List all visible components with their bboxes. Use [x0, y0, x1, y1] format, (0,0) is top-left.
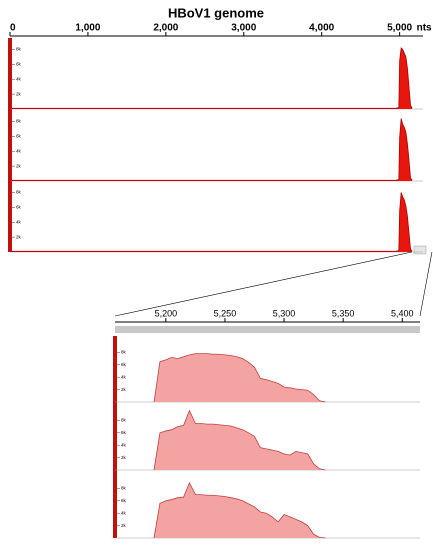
- y-tick-label: 6k: [16, 134, 22, 139]
- zoom-marker: [413, 245, 427, 255]
- x-tick-label: 0: [10, 23, 16, 34]
- x-tick-label: 5,000: [387, 23, 412, 34]
- x-tick-label: 2,000: [153, 23, 178, 34]
- y-tick-label: 6k: [121, 498, 127, 503]
- y-tick-label: 2k: [16, 91, 22, 96]
- y-tick-label: 2k: [121, 523, 127, 528]
- track-strip: [8, 38, 12, 252]
- y-tick-label: 4k: [121, 442, 127, 447]
- y-tick-label: 2k: [16, 234, 22, 239]
- coverage-line: [153, 481, 326, 539]
- zoom-connector: [419, 251, 433, 317]
- y-tick-label: 4k: [16, 219, 22, 224]
- x-tick-label: 5,350: [332, 308, 355, 318]
- x-tick-label: 4,000: [309, 23, 334, 34]
- y-tick-label: 8k: [121, 350, 127, 355]
- y-tick-label: 4k: [121, 510, 127, 515]
- x-tick-label: 5,200: [155, 308, 178, 318]
- coverage-line: [153, 409, 326, 471]
- x-tick-label: 3,000: [231, 23, 256, 34]
- y-tick-label: 8k: [16, 47, 22, 52]
- y-tick-label: 4k: [121, 374, 127, 379]
- x-unit: nts: [417, 23, 432, 34]
- range-bar: [115, 326, 420, 333]
- x-tick-label: 5,400: [391, 308, 414, 318]
- coverage-fill: [10, 192, 413, 252]
- y-tick-label: 8k: [121, 486, 127, 491]
- y-tick-label: 8k: [121, 418, 127, 423]
- y-tick-label: 8k: [16, 190, 22, 195]
- coverage-line: [10, 192, 413, 252]
- y-tick-label: 2k: [16, 163, 22, 168]
- x-tick-label: 5,250: [214, 308, 237, 318]
- y-tick-label: 6k: [16, 205, 22, 210]
- coverage-line: [10, 118, 413, 181]
- coverage-fill: [10, 118, 413, 181]
- y-tick-label: 4k: [16, 148, 22, 153]
- y-tick-label: 2k: [121, 387, 127, 392]
- x-tick-label: 5,300: [273, 308, 296, 318]
- x-tick-label: 1,000: [75, 23, 100, 34]
- track-strip: [113, 336, 117, 538]
- coverage-line: [10, 47, 413, 109]
- coverage-fill: [154, 482, 326, 538]
- y-tick-label: 6k: [16, 62, 22, 67]
- coverage-fill: [10, 47, 413, 109]
- coverage-line: [153, 353, 326, 403]
- y-tick-label: 2k: [121, 455, 127, 460]
- coverage-fill: [154, 410, 326, 470]
- zoom-connector: [114, 251, 412, 317]
- y-tick-label: 6k: [121, 430, 127, 435]
- y-tick-label: 4k: [16, 76, 22, 81]
- y-tick-label: 8k: [16, 119, 22, 124]
- y-tick-label: 6k: [121, 362, 127, 367]
- chart-title: HBoV1 genome: [168, 5, 264, 20]
- coverage-fill: [154, 353, 326, 402]
